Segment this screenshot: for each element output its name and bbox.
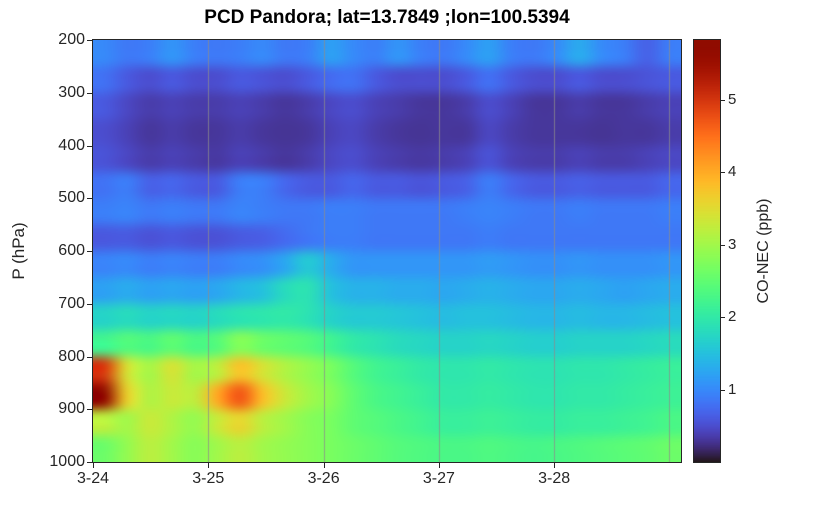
x-tick-label: 3-25: [192, 470, 225, 487]
y-tick-mark: [87, 40, 93, 41]
colorbar-tick-mark: [721, 244, 725, 246]
x-tick-mark: [208, 463, 209, 468]
colorbar-label: CO-NEC (ppb): [755, 198, 772, 304]
x-tick-label: 3-24: [76, 470, 110, 487]
y-tick-mark: [87, 409, 93, 411]
colorbar-tick-label: 1: [728, 380, 737, 398]
colorbar-tick-label: 4: [728, 163, 737, 181]
x-tick-label: 3-26: [307, 470, 340, 487]
y-tick-label: 700: [58, 294, 85, 312]
colorbar-tick-mark: [721, 389, 725, 391]
x-tick-label: 3-27: [422, 470, 455, 487]
y-tick-mark: [87, 92, 93, 94]
y-tick-mark: [87, 251, 93, 252]
colorbar-gradient: [694, 40, 720, 462]
y-tick-label: 1000: [49, 453, 85, 470]
heatmap-canvas: [93, 40, 681, 462]
y-tick-mark: [87, 198, 93, 200]
colorbar-tick-mark: [721, 172, 725, 174]
x-tick-mark: [324, 463, 325, 468]
x-tick-label: 3-28: [538, 470, 571, 487]
colorbar-tick-label: 3: [728, 235, 737, 253]
x-tick-mark: [93, 463, 94, 468]
colorbar-tick-mark: [721, 317, 725, 319]
x-tick-mark: [554, 463, 555, 468]
y-tick-mark: [87, 462, 93, 463]
y-tick-label: 900: [58, 400, 85, 418]
y-tick-label: 400: [58, 136, 85, 154]
y-tick-mark: [87, 356, 93, 358]
x-tick-mark: [439, 463, 440, 468]
y-tick-label: 500: [58, 189, 85, 207]
colorbar-tick-label: 5: [728, 91, 737, 109]
colorbar-tick-mark: [721, 100, 725, 102]
y-tick-label: 300: [58, 83, 85, 101]
y-tick-mark: [87, 145, 93, 147]
colorbar-tick-label: 2: [728, 308, 737, 326]
y-tick-label: 800: [58, 347, 85, 365]
y-tick-mark: [87, 303, 93, 305]
y-axis-label: P (hPa): [9, 222, 28, 280]
y-tick-label: 600: [58, 242, 85, 259]
y-tick-label: 200: [58, 31, 85, 48]
chart-title: PCD Pandora; lat=13.7849 ;lon=100.5394: [204, 7, 570, 28]
